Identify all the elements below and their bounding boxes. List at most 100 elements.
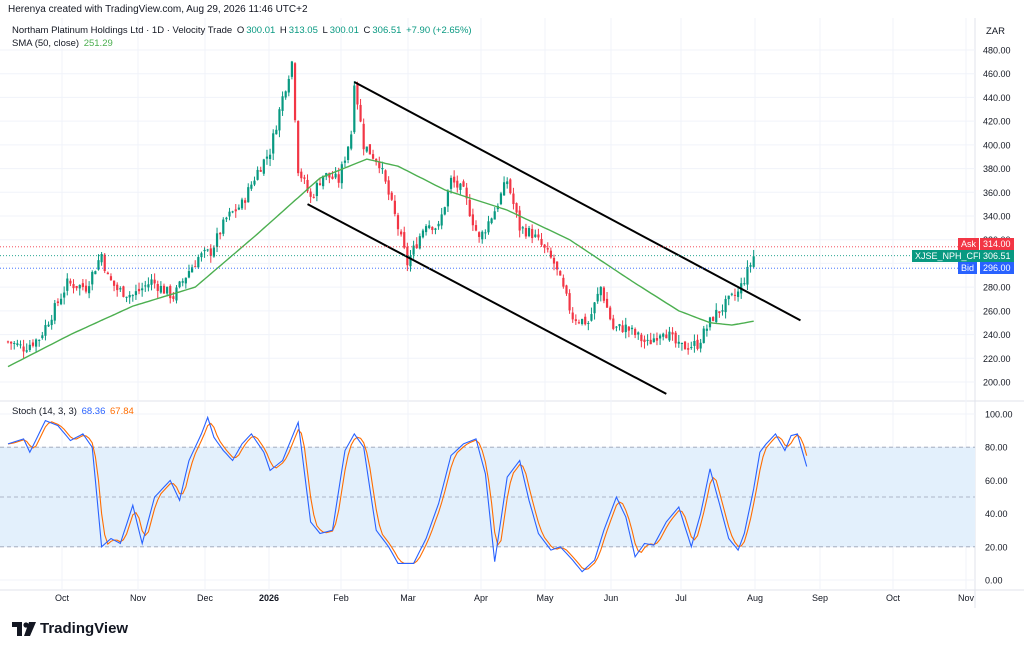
channel-lower-line <box>307 203 667 395</box>
candle <box>16 339 19 347</box>
candle <box>693 334 696 353</box>
candle-body <box>515 203 518 213</box>
candle-body <box>250 184 253 189</box>
currency-label[interactable]: ZAR <box>986 26 1005 37</box>
candle <box>746 260 749 291</box>
candle <box>10 341 13 350</box>
candle-body <box>84 285 88 292</box>
candle-body <box>568 293 571 311</box>
candle-body <box>502 182 506 196</box>
price-tick-label: 200.00 <box>983 378 1011 388</box>
candle <box>733 288 737 301</box>
candle-body <box>749 265 752 267</box>
candle <box>615 326 618 332</box>
candle <box>287 75 290 97</box>
candle-body <box>609 307 612 320</box>
brand-name: TradingView <box>40 620 129 637</box>
candle-body <box>574 319 577 322</box>
candle <box>493 207 496 220</box>
candle-body <box>22 346 25 352</box>
candle-body <box>234 209 237 212</box>
candle <box>312 193 315 199</box>
candle-body <box>630 327 634 330</box>
instrument-legend[interactable]: Northam Platinum Holdings Ltd · 1D · Vel… <box>12 25 474 36</box>
candle <box>449 175 453 194</box>
candle-body <box>605 298 609 308</box>
candle <box>88 281 91 299</box>
candle-body <box>527 228 531 237</box>
sma-legend[interactable]: SMA (50, close) 251.29 <box>12 38 115 49</box>
candle <box>621 320 624 333</box>
candle <box>602 286 606 304</box>
candle-body <box>683 341 687 350</box>
stoch-tick-label: 100.00 <box>985 410 1013 420</box>
time-tick-label: 2026 <box>259 593 279 603</box>
candle <box>265 149 269 165</box>
price-tick-label: 280.00 <box>983 283 1011 293</box>
time-tick-label: Nov <box>130 593 147 603</box>
stoch-tick-label: 60.00 <box>985 476 1008 486</box>
candle-body <box>69 280 72 284</box>
candle <box>456 175 459 193</box>
candle-body <box>331 176 334 179</box>
candle <box>708 316 712 331</box>
candle-body <box>137 288 141 292</box>
candle-body <box>640 334 643 342</box>
candle-body <box>337 174 340 183</box>
candle <box>624 317 627 339</box>
candle <box>209 244 212 263</box>
candle-body <box>512 193 515 205</box>
tradingview-logo[interactable]: TradingView <box>12 620 128 637</box>
candle-body <box>253 180 256 185</box>
candle <box>50 314 53 330</box>
candle <box>13 340 16 350</box>
candle-body <box>350 134 353 149</box>
candle-body <box>521 227 524 229</box>
time-tick-label: Sep <box>812 593 828 603</box>
candle-body <box>134 291 138 296</box>
candle-body <box>150 279 153 285</box>
candle <box>181 278 184 287</box>
candle <box>162 283 166 294</box>
candle-body <box>81 283 84 288</box>
candle <box>552 254 556 271</box>
candle <box>443 206 446 216</box>
candle <box>222 217 225 237</box>
candle-body <box>615 326 618 328</box>
stoch-legend[interactable]: Stoch (14, 3, 3) 68.36 67.84 <box>12 406 136 417</box>
candle <box>134 284 138 300</box>
candle <box>131 294 134 302</box>
candle <box>396 212 400 236</box>
candle-body <box>453 176 456 183</box>
candle <box>543 243 546 254</box>
candle <box>84 279 88 294</box>
candle <box>587 321 590 331</box>
candle-body <box>34 339 38 347</box>
candle-body <box>634 329 637 336</box>
candle <box>509 178 512 195</box>
time-tick-label: Dec <box>197 593 214 603</box>
high-value: 313.05 <box>288 25 318 36</box>
candle-body <box>509 179 512 194</box>
candle <box>412 240 415 259</box>
candle <box>590 307 593 322</box>
candle-body <box>247 187 250 203</box>
candle <box>28 339 31 352</box>
candle <box>346 146 350 164</box>
candle-body <box>612 318 615 329</box>
candle-body <box>272 133 275 154</box>
candle-body <box>63 292 66 298</box>
candle <box>730 292 733 297</box>
time-tick-label: Aug <box>747 593 763 603</box>
candle <box>187 264 191 279</box>
candle <box>478 231 481 243</box>
candle-body <box>543 244 546 248</box>
candle-body <box>72 284 75 289</box>
candle-body <box>621 325 624 333</box>
candle <box>727 295 730 306</box>
candle <box>119 286 122 292</box>
candle-body <box>203 249 206 252</box>
candle <box>106 271 109 275</box>
candle-body <box>318 183 322 186</box>
